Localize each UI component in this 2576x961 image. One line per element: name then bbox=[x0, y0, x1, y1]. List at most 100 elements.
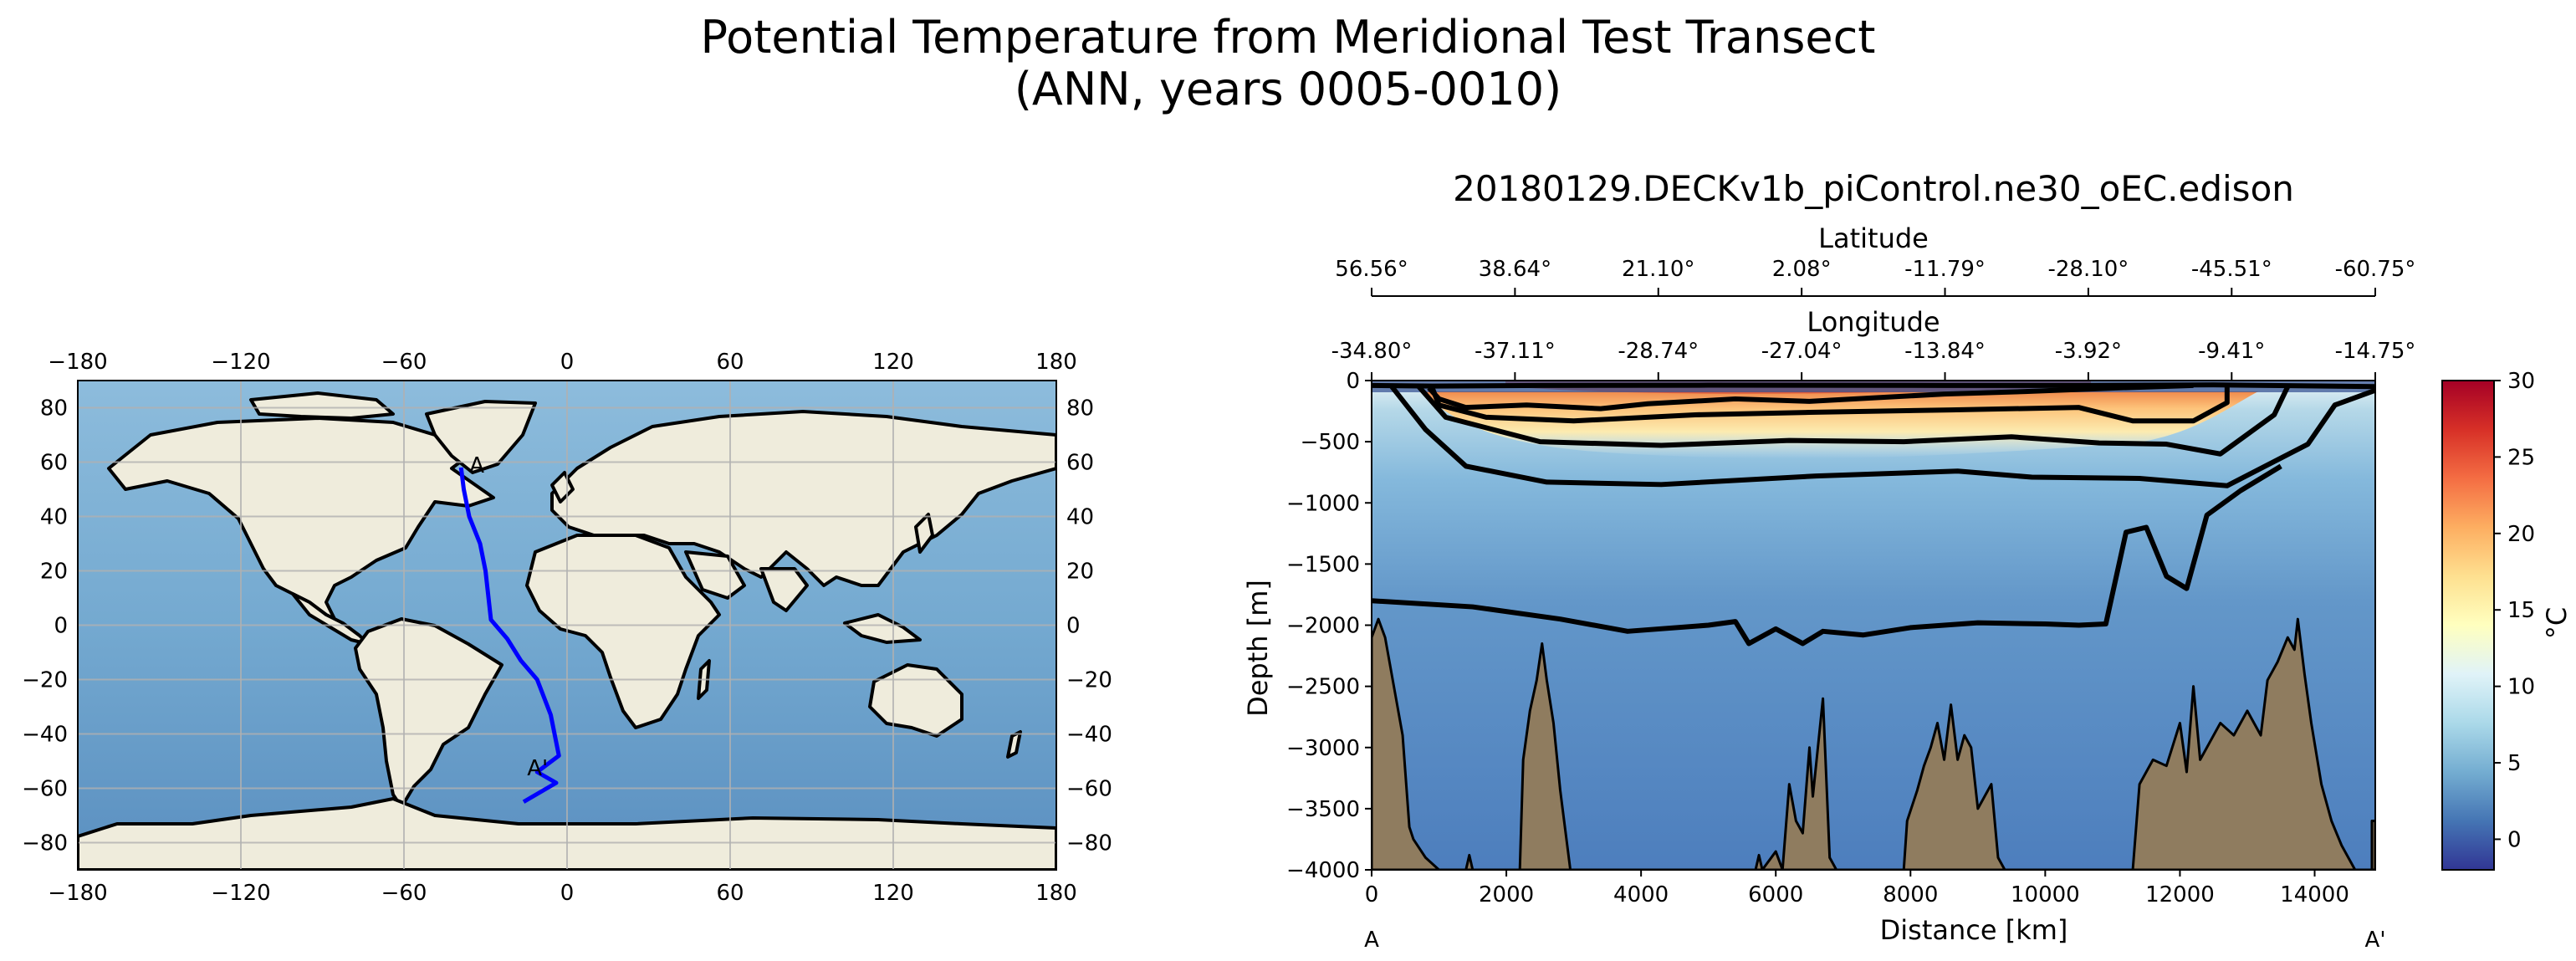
latitude-tick-label: 56.56° bbox=[1335, 257, 1408, 282]
shallow-isotherm-contour bbox=[1372, 382, 2375, 390]
map-left-lat-tick: 0 bbox=[54, 614, 68, 639]
y-tick-label: −3500 bbox=[1286, 797, 1360, 822]
y-tick-label: −2500 bbox=[1286, 675, 1360, 700]
map-bottom-lon-tick: 60 bbox=[716, 881, 744, 906]
longitude-tick-label: -34.80° bbox=[1331, 339, 1413, 364]
greenland-land bbox=[425, 400, 537, 474]
section-tick-labels: 0 2000 4000 6000 8000 10000 12000 14000 0 −500 −10… bbox=[1286, 369, 2349, 907]
longitude-tick-label: -27.04° bbox=[1761, 339, 1843, 364]
latitude-tick-label: 21.10° bbox=[1622, 257, 1694, 282]
map-right-lat-tick: 20 bbox=[1066, 560, 1094, 585]
eurasia-land bbox=[550, 410, 1056, 587]
longitude-tick-label: -3.92° bbox=[2055, 339, 2122, 364]
map-panel: A A' −180 −180 −120 −120 −60 −60 0 0 60 60 120 120 1… bbox=[22, 350, 1112, 906]
colorbar-tick-label: 30 bbox=[2507, 369, 2535, 394]
section-title: 20180129.DECKv1b_piControl.ne30_oEC.edis… bbox=[1453, 168, 2294, 209]
map-left-lat-tick: −60 bbox=[22, 777, 68, 802]
colorbar: 30 25 20 15 10 5 0 °C bbox=[2441, 369, 2573, 871]
isotherm-2-contour bbox=[1429, 386, 2230, 424]
transect-start-label: A bbox=[469, 453, 484, 478]
map-right-lat-tick: −60 bbox=[1066, 777, 1112, 802]
colorbar-tick-label: 25 bbox=[2507, 445, 2535, 470]
figure-title-line2: (ANN, years 0005-0010) bbox=[1014, 63, 1562, 115]
y-tick-label: −3000 bbox=[1286, 736, 1360, 761]
map-top-lon-tick: −60 bbox=[381, 350, 427, 375]
colorbar-tick-label: 20 bbox=[2507, 522, 2535, 547]
south-america-land bbox=[354, 617, 503, 809]
figure-title-line1: Potential Temperature from Meridional Te… bbox=[700, 11, 1876, 64]
map-left-lat-tick: 20 bbox=[40, 560, 68, 585]
map-bottom-lon-tick: 0 bbox=[560, 881, 575, 906]
latitude-tick-label: -45.51° bbox=[2191, 257, 2272, 282]
colorbar-tick-label: 5 bbox=[2507, 751, 2522, 776]
transect-end-label: A' bbox=[527, 756, 548, 781]
map-right-lat-tick: 40 bbox=[1066, 505, 1094, 530]
arctic-islands-land bbox=[249, 391, 395, 420]
x-tick-label: 12000 bbox=[2145, 882, 2215, 907]
map-top-lon-tick: −120 bbox=[211, 350, 270, 375]
colorbar-tick-label: 15 bbox=[2507, 598, 2535, 623]
colorbar-gradient bbox=[2441, 380, 2495, 871]
map-right-lat-tick: 60 bbox=[1066, 451, 1094, 476]
map-top-lon-tick: 0 bbox=[560, 350, 575, 375]
transect-line bbox=[458, 467, 561, 804]
colorbar-label: °C bbox=[2541, 607, 2573, 639]
latitude-tick-label: 2.08° bbox=[1772, 257, 1832, 282]
section-panel: 20180129.DECKv1b_piControl.ne30_oEC.edis… bbox=[1242, 168, 2415, 953]
x-tick-label: 2000 bbox=[1479, 882, 1534, 907]
map-bottom-lon-tick: −180 bbox=[48, 881, 107, 906]
latitude-tick-label: -11.79° bbox=[1904, 257, 1986, 282]
map-left-lat-tick: 80 bbox=[40, 396, 68, 422]
longitude-tick-label: -14.75° bbox=[2335, 339, 2416, 364]
map-bottom-lon-tick: −60 bbox=[381, 881, 427, 906]
colorbar-ticks: 30 25 20 15 10 5 0 bbox=[2494, 369, 2535, 852]
map-bottom-lon-tick: 120 bbox=[872, 881, 914, 906]
y-tick-label: −4000 bbox=[1286, 858, 1360, 883]
longitude-ticks: -34.80° -37.11° -28.74° -27.04° -13.84° -3.92… bbox=[1331, 339, 2416, 381]
section-end-label: A' bbox=[2365, 928, 2386, 953]
india-land bbox=[759, 567, 809, 612]
map-gridlines bbox=[78, 381, 1056, 870]
map-left-lat-tick: 40 bbox=[40, 505, 68, 530]
x-axis-label: Distance [km] bbox=[1880, 914, 2068, 946]
longitude-tick-label: -28.74° bbox=[1618, 339, 1699, 364]
land-masses bbox=[78, 391, 1056, 870]
latitude-tick-label: 38.64° bbox=[1479, 257, 1551, 282]
y-axis-label: Depth [m] bbox=[1242, 580, 1274, 717]
isotherm-5-contour bbox=[1372, 463, 2282, 647]
map-bottom-lon-tick: −120 bbox=[211, 881, 270, 906]
map-right-lat-tick: −40 bbox=[1066, 723, 1112, 748]
map-top-lon-tick: 60 bbox=[716, 350, 744, 375]
longitude-tick-label: -37.11° bbox=[1475, 339, 1556, 364]
x-tick-label: 0 bbox=[1365, 882, 1379, 907]
longitude-tick-label: -13.84° bbox=[1904, 339, 1986, 364]
map-left-lat-tick: −20 bbox=[22, 668, 68, 693]
latitude-ticks: 56.56° 38.64° 21.10° 2.08° -11.79° -28.10° -45… bbox=[1335, 257, 2415, 296]
map-top-lon-tick: −180 bbox=[48, 350, 107, 375]
x-tick-label: 10000 bbox=[2011, 882, 2080, 907]
isotherm-contours bbox=[1372, 382, 2375, 647]
map-top-lon-tick: 120 bbox=[872, 350, 914, 375]
x-tick-label: 8000 bbox=[1883, 882, 1938, 907]
north-america-land bbox=[107, 417, 495, 621]
latitude-tick-label: -28.10° bbox=[2047, 257, 2129, 282]
bathymetry bbox=[1372, 617, 2375, 870]
map-right-lat-tick: −20 bbox=[1066, 668, 1112, 693]
isotherm-3-contour bbox=[1417, 385, 2291, 457]
x-tick-label: 6000 bbox=[1748, 882, 1803, 907]
colorbar-tick-label: 0 bbox=[2507, 827, 2522, 852]
x-tick-label: 14000 bbox=[2280, 882, 2349, 907]
isotherm-1-contour bbox=[1427, 382, 2194, 411]
map-bottom-lon-tick: 180 bbox=[1035, 881, 1077, 906]
y-tick-label: −500 bbox=[1301, 430, 1360, 455]
longitude-axis-label: Longitude bbox=[1807, 306, 1940, 338]
map-right-lat-tick: 80 bbox=[1066, 396, 1094, 422]
y-tick-label: −1000 bbox=[1286, 491, 1360, 516]
map-left-lat-tick: −80 bbox=[22, 831, 68, 856]
y-tick-label: 0 bbox=[1346, 369, 1360, 394]
isotherm-4-contour bbox=[1389, 385, 2375, 488]
y-tick-label: −1500 bbox=[1286, 552, 1360, 577]
section-start-label: A bbox=[1364, 928, 1379, 953]
x-tick-label: 4000 bbox=[1613, 882, 1669, 907]
map-top-lon-tick: 180 bbox=[1035, 350, 1077, 375]
